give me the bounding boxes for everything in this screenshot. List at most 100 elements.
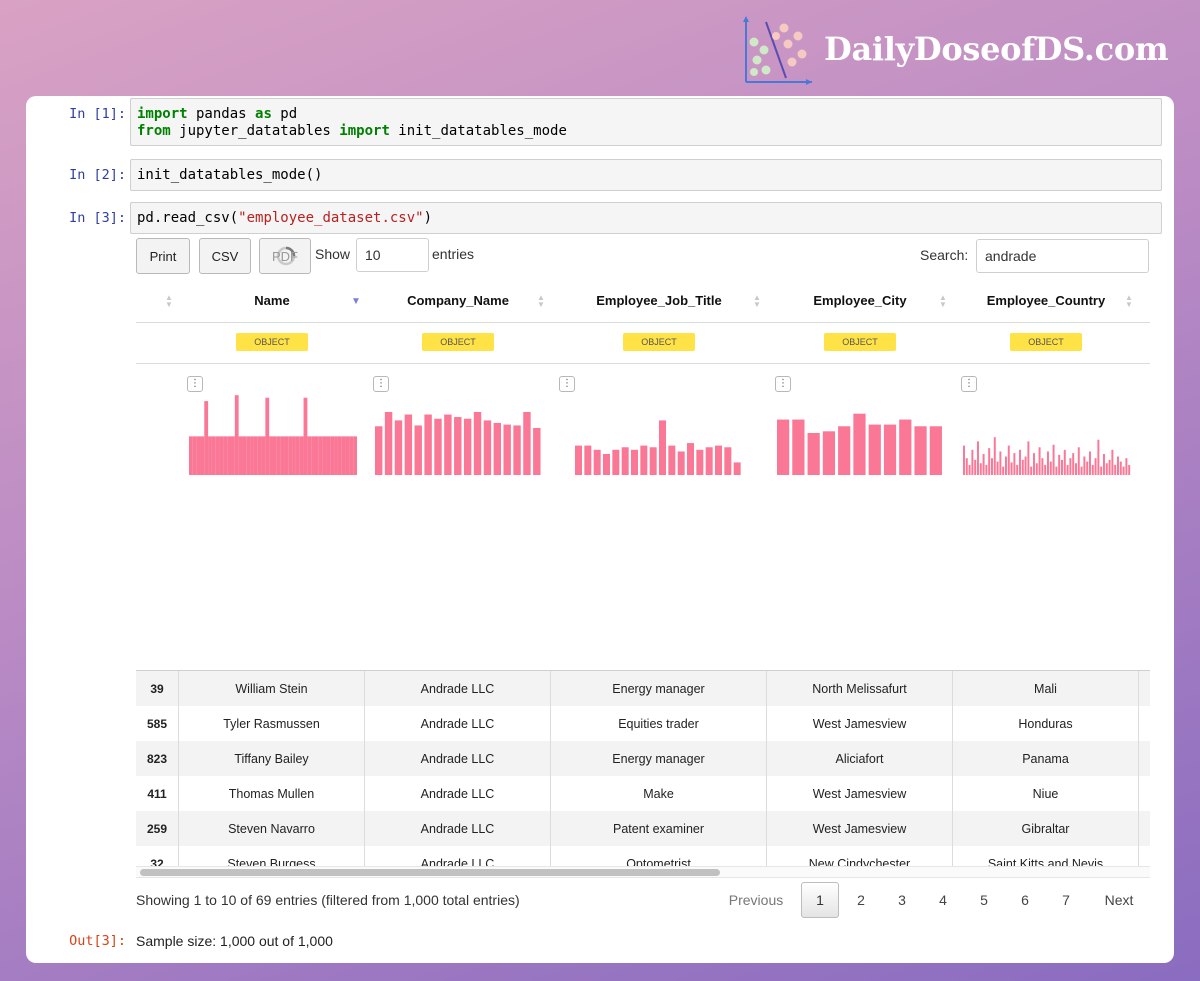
- sort-icon[interactable]: ▲ ▼: [537, 293, 545, 309]
- histogram-bar: [337, 436, 342, 475]
- histogram-bar: [677, 451, 685, 475]
- more-options-icon[interactable]: ⋮: [559, 376, 575, 392]
- more-options-icon[interactable]: ⋮: [187, 376, 203, 392]
- histogram-bar: [1094, 458, 1097, 475]
- code-token: jupyter_datatables: [170, 123, 340, 139]
- histogram-bar: [196, 436, 201, 475]
- histogram-bar: [668, 445, 676, 475]
- histogram-bar: [200, 436, 205, 475]
- previous-button[interactable]: Previous: [728, 892, 784, 908]
- pdf-button[interactable]: PDF: [259, 238, 311, 274]
- search-input[interactable]: andrade: [976, 239, 1149, 273]
- page-1-button[interactable]: 1: [801, 882, 839, 918]
- histogram-bar: [1019, 449, 1021, 475]
- histogram-bar: [868, 424, 881, 475]
- histogram-bar: [603, 454, 610, 475]
- sort-icon[interactable]: ▲ ▼: [1125, 293, 1133, 309]
- scrollbar-thumb[interactable]: [140, 869, 720, 876]
- histogram-bar: [1119, 461, 1122, 475]
- histogram-bar: [1097, 439, 1100, 475]
- table-row[interactable]: 585 Tyler Rasmussen Andrade LLC Equities tr…: [136, 706, 1150, 741]
- table-row[interactable]: 39 William Stein Andrade LLC Energy manager…: [136, 671, 1150, 706]
- code-cell-1[interactable]: import pandas as pd from jupyter_datatab…: [130, 98, 1162, 146]
- table-row[interactable]: 411 Thomas Mullen Andrade LLC Make West Jame…: [136, 776, 1150, 811]
- page-2-button[interactable]: 2: [857, 892, 865, 908]
- histogram-bar: [1077, 447, 1080, 475]
- page-4-button[interactable]: 4: [939, 892, 947, 908]
- entries-label: entries: [432, 246, 475, 262]
- code-token: ): [423, 210, 433, 226]
- histogram-bar: [1007, 445, 1010, 475]
- page-6-button[interactable]: 6: [1021, 892, 1029, 908]
- dtype-badge: OBJECT: [236, 333, 308, 351]
- histogram-bar: [1066, 464, 1069, 475]
- histogram-bar: [276, 436, 281, 475]
- next-button[interactable]: Next: [1104, 892, 1134, 908]
- histogram-bar: [303, 397, 308, 475]
- histogram-bar: [375, 426, 383, 475]
- histogram-bar: [404, 414, 413, 475]
- row-index: 411: [136, 776, 179, 811]
- sort-icon[interactable]: ▲ ▼: [939, 293, 947, 309]
- dtype-badge: OBJECT: [1010, 333, 1082, 351]
- histogram-bar: [1108, 459, 1111, 475]
- horizontal-scrollbar[interactable]: [136, 866, 1150, 878]
- histogram-bar: [299, 436, 304, 475]
- histogram-bar: [394, 420, 403, 475]
- more-options-icon[interactable]: ⋮: [373, 376, 389, 392]
- more-options-icon[interactable]: ⋮: [961, 376, 977, 392]
- code-token: import: [339, 123, 390, 139]
- entries-length-input[interactable]: 10: [356, 238, 429, 272]
- histogram-bar: [295, 436, 300, 475]
- table-cell: West Jamesview: [767, 776, 953, 811]
- table-row[interactable]: 259 Steven Navarro Andrade LLC Patent exami…: [136, 811, 1150, 846]
- column-header-name[interactable]: Name: [254, 292, 290, 308]
- print-button[interactable]: Print: [136, 238, 190, 274]
- table-info: Showing 1 to 10 of 69 entries (filtered …: [136, 892, 520, 908]
- histogram-bar: [985, 464, 988, 475]
- csv-button[interactable]: CSV: [199, 238, 251, 274]
- table-row[interactable]: 823 Tiffany Bailey Andrade LLC Energy manag…: [136, 741, 1150, 776]
- histogram-bar: [971, 449, 974, 475]
- column-header-country[interactable]: Employee_Country: [986, 292, 1106, 308]
- histogram-bar: [292, 436, 296, 475]
- table-cell: Niue: [953, 776, 1139, 811]
- histogram-bar: [1049, 461, 1052, 475]
- code-cell-2[interactable]: init_datatables_mode(): [130, 159, 1162, 191]
- histogram-bar: [733, 462, 741, 475]
- histogram-bar: [705, 447, 713, 475]
- histogram-bar: [513, 425, 521, 475]
- histogram-bar: [227, 436, 231, 475]
- histogram-bar: [914, 426, 927, 475]
- dtype-badge: OBJECT: [422, 333, 494, 351]
- sort-desc-icon[interactable]: ▼: [351, 296, 361, 307]
- dtype-badge: OBJECT: [623, 333, 695, 351]
- notebook-card: In [1]: import pandas as pd from jupyter…: [26, 96, 1174, 963]
- histogram-bar: [1013, 453, 1016, 475]
- table-cell: Tiffany Bailey: [179, 741, 365, 776]
- search-label: Search:: [920, 247, 969, 263]
- page-5-button[interactable]: 5: [980, 892, 988, 908]
- histogram-bar: [1125, 458, 1128, 475]
- code-cell-3[interactable]: pd.read_csv("employee_dataset.csv"): [130, 202, 1162, 234]
- code-token: pd.read_csv(: [137, 210, 239, 226]
- histogram-bar: [977, 441, 979, 475]
- histogram-bar: [1086, 461, 1089, 475]
- histogram-bar: [533, 427, 541, 475]
- histogram-bar: [384, 412, 393, 475]
- column-header-company[interactable]: Company_Name: [407, 292, 509, 308]
- table-cell: Steven Navarro: [179, 811, 365, 846]
- page-7-button[interactable]: 7: [1062, 892, 1070, 908]
- column-header-job-title[interactable]: Employee_Job_Title: [596, 292, 722, 308]
- row-index: 259: [136, 811, 179, 846]
- sort-icon[interactable]: ▲ ▼: [165, 293, 173, 309]
- histogram-bar: [204, 401, 209, 475]
- histogram-bar: [1105, 463, 1108, 475]
- histogram-bar: [996, 461, 999, 475]
- page-3-button[interactable]: 3: [898, 892, 906, 908]
- histogram-bar: [273, 436, 277, 475]
- sort-icon[interactable]: ▲ ▼: [753, 293, 761, 309]
- table-cell: West Jamesview: [767, 706, 953, 741]
- column-header-city[interactable]: Employee_City: [813, 292, 907, 308]
- more-options-icon[interactable]: ⋮: [775, 376, 791, 392]
